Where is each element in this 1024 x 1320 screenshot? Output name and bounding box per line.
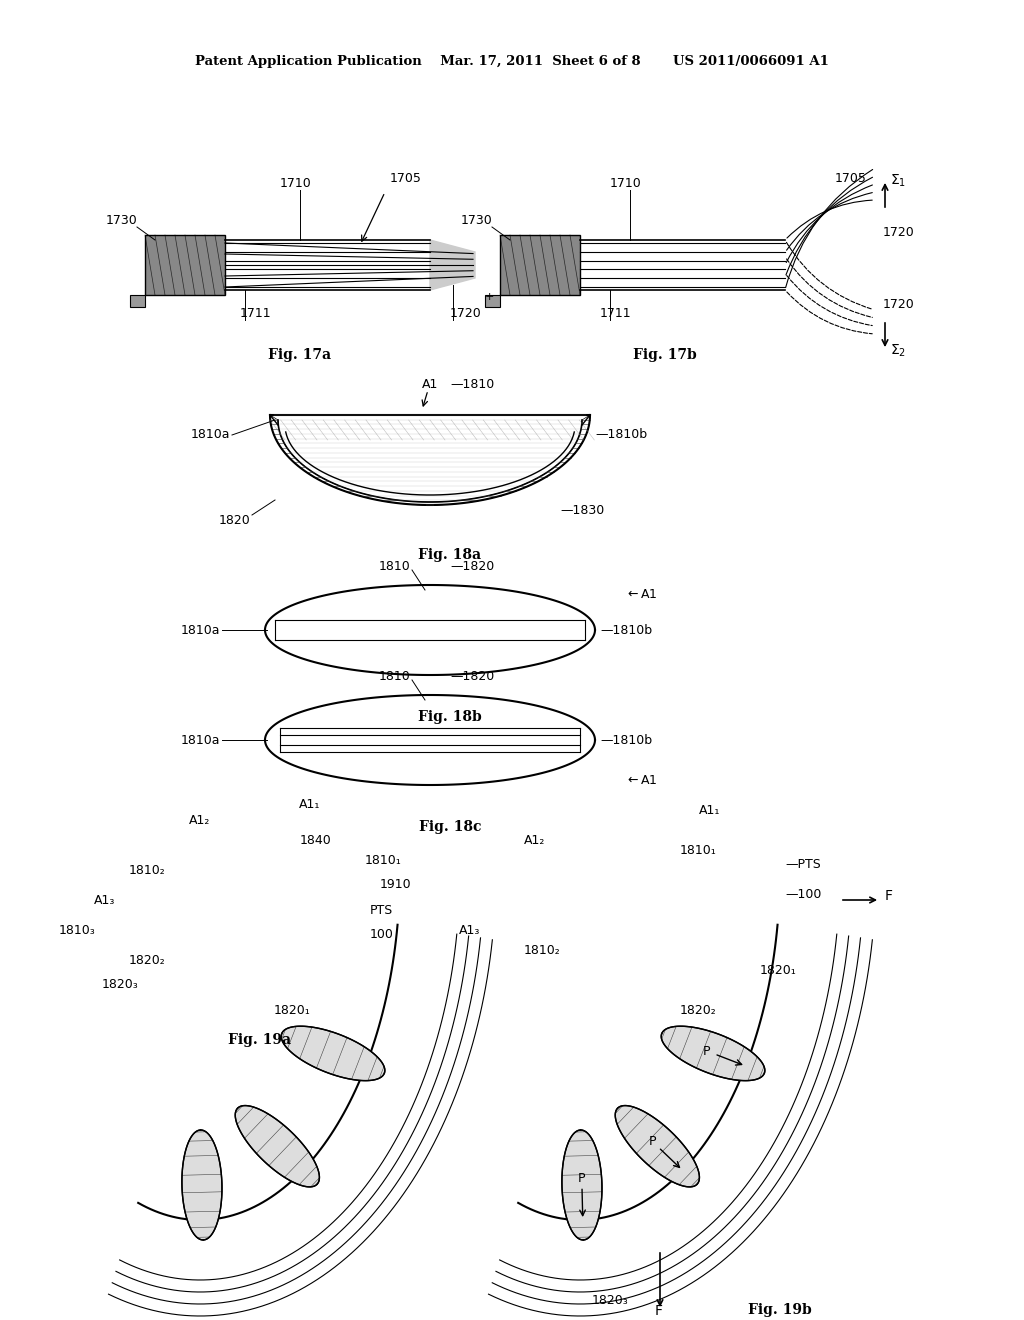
Text: F: F (655, 1304, 663, 1317)
Text: Fig. 18a: Fig. 18a (419, 548, 481, 562)
Text: 100: 100 (370, 928, 394, 941)
Text: Patent Application Publication    Mar. 17, 2011  Sheet 6 of 8       US 2011/0066: Patent Application Publication Mar. 17, … (195, 55, 829, 69)
Text: A1₁: A1₁ (699, 804, 721, 817)
Text: —1820: —1820 (450, 561, 495, 573)
Bar (130, 294, 145, 308)
Text: $\Sigma_1$: $\Sigma_1$ (890, 173, 906, 189)
Text: 1820₂: 1820₂ (128, 953, 165, 966)
Text: F: F (885, 888, 893, 903)
Bar (485, 294, 500, 308)
Polygon shape (145, 235, 225, 294)
Text: 1810: 1810 (378, 671, 410, 684)
Text: 1711: 1711 (240, 308, 271, 319)
Text: 1810₁: 1810₁ (365, 854, 401, 866)
Text: A1₁: A1₁ (299, 799, 321, 812)
Text: 1810₁: 1810₁ (680, 843, 717, 857)
Text: Fig. 18c: Fig. 18c (419, 820, 481, 834)
Text: 1820: 1820 (218, 513, 250, 527)
Text: 1910: 1910 (380, 879, 412, 891)
Text: 1820₁: 1820₁ (273, 1003, 310, 1016)
Text: $\leftarrow$A1: $\leftarrow$A1 (625, 589, 657, 602)
Text: 1720: 1720 (883, 226, 914, 239)
Text: 1820₃: 1820₃ (592, 1294, 629, 1307)
Text: 1820₂: 1820₂ (680, 1003, 717, 1016)
Text: 1730: 1730 (105, 214, 137, 227)
Text: 1710: 1710 (280, 177, 311, 190)
Polygon shape (500, 235, 580, 294)
Text: —1810b: —1810b (600, 623, 652, 636)
Polygon shape (430, 240, 475, 290)
Text: $\leftarrow$A1: $\leftarrow$A1 (625, 774, 657, 787)
Polygon shape (182, 1130, 222, 1239)
Text: —1810: —1810 (450, 379, 495, 392)
Text: +: + (485, 292, 495, 302)
Text: A1: A1 (422, 379, 438, 392)
Text: 1810a: 1810a (190, 429, 230, 441)
Text: 1810a: 1810a (180, 623, 220, 636)
Text: 1810₂: 1810₂ (523, 944, 560, 957)
Text: 1710: 1710 (610, 177, 642, 190)
Text: P: P (649, 1135, 656, 1148)
Polygon shape (615, 1106, 699, 1187)
Text: 1705: 1705 (835, 172, 867, 185)
Text: Fig. 19a: Fig. 19a (228, 1034, 292, 1047)
Text: 1720: 1720 (883, 298, 914, 312)
Text: —PTS: —PTS (785, 858, 821, 871)
Text: Fig. 17b: Fig. 17b (633, 348, 697, 362)
Text: A1₂: A1₂ (189, 813, 211, 826)
Text: 1820₁: 1820₁ (760, 964, 797, 977)
Text: P: P (578, 1172, 586, 1185)
Text: P: P (703, 1044, 711, 1057)
Text: 1730: 1730 (460, 214, 492, 227)
Polygon shape (236, 1106, 319, 1187)
Text: 1840: 1840 (300, 833, 332, 846)
Text: $\Sigma_2$: $\Sigma_2$ (890, 343, 906, 359)
Text: Fig. 17a: Fig. 17a (268, 348, 332, 362)
Text: A1₃: A1₃ (460, 924, 480, 936)
Text: —1820: —1820 (450, 671, 495, 684)
Text: —1830: —1830 (560, 503, 604, 516)
Text: Fig. 19b: Fig. 19b (749, 1303, 812, 1317)
Polygon shape (282, 1026, 385, 1081)
Text: 1711: 1711 (600, 308, 632, 319)
Text: 1810₃: 1810₃ (58, 924, 95, 936)
Text: A1₃: A1₃ (93, 894, 115, 907)
Polygon shape (562, 1130, 602, 1239)
Text: —1810b: —1810b (595, 429, 647, 441)
Text: 1810₂: 1810₂ (128, 863, 165, 876)
Text: A1₂: A1₂ (524, 833, 546, 846)
Polygon shape (662, 1026, 765, 1081)
Text: 1705: 1705 (390, 172, 422, 185)
Text: —100: —100 (785, 888, 821, 902)
Text: 1820₃: 1820₃ (101, 978, 138, 991)
Text: 1810: 1810 (378, 561, 410, 573)
Text: 1720: 1720 (450, 308, 481, 319)
Text: 1810a: 1810a (180, 734, 220, 747)
Polygon shape (270, 414, 590, 506)
Text: —1810b: —1810b (600, 734, 652, 747)
Text: Fig. 18b: Fig. 18b (418, 710, 482, 723)
Text: PTS: PTS (370, 903, 393, 916)
